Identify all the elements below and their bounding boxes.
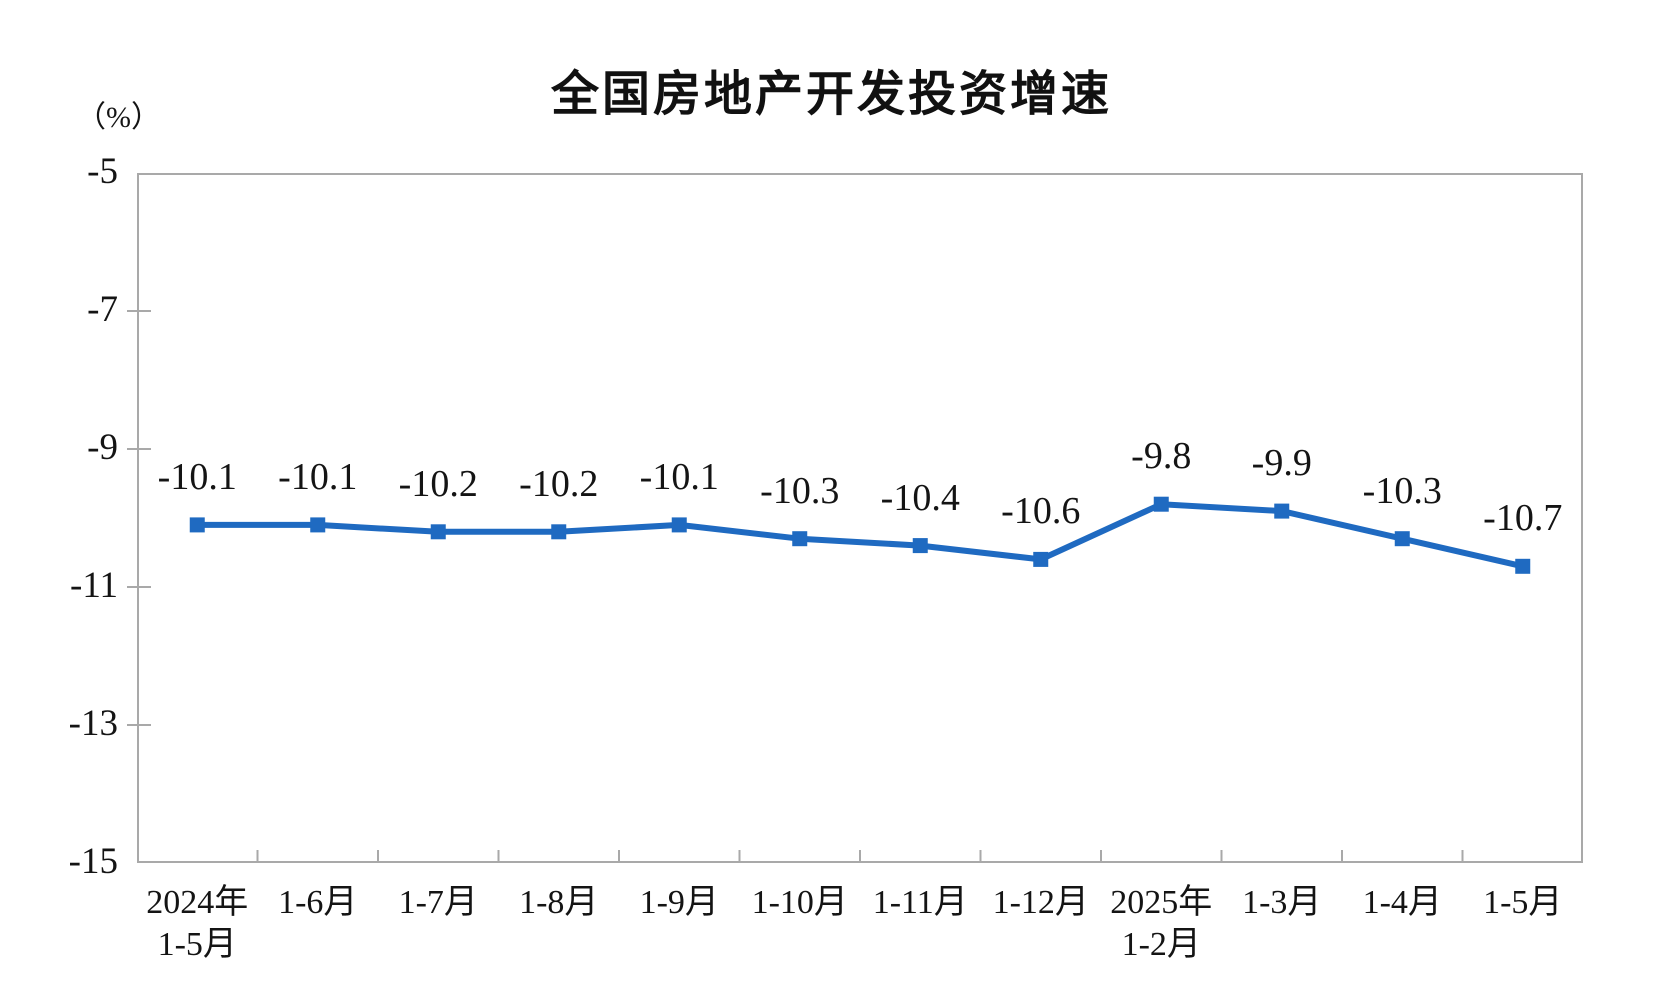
x-axis-tick-label-line: 1-10月 <box>751 884 848 921</box>
x-axis-tick-label-line: 1-2月 <box>1121 926 1201 963</box>
y-axis-tick-label: -11 <box>70 564 118 606</box>
x-axis-tick-label: 1-6月 <box>278 882 357 924</box>
x-axis-tick-label-line: 1-6月 <box>278 884 358 921</box>
x-axis-tick-label: 2024年 1-5月 <box>146 882 248 966</box>
x-axis-tick-label-line: 1-8月 <box>519 884 599 921</box>
chart-title: 全国房地产开发投资增速 <box>550 68 1112 121</box>
y-axis-tick-label: -7 <box>87 288 118 330</box>
x-axis-tick-label-line: 1-5月 <box>157 926 237 963</box>
data-point-label: -9.8 <box>1131 435 1192 478</box>
data-point-label: -10.3 <box>1362 469 1442 512</box>
y-axis-tick-label: -13 <box>68 702 118 744</box>
y-axis-unit-label: （%） <box>76 101 161 134</box>
data-point-label: -10.6 <box>1001 490 1081 533</box>
x-axis-tick-label-line: 2025年 <box>1110 884 1213 921</box>
x-axis-tick-label: 1-8月 <box>519 882 598 924</box>
x-axis-tick-label-line: 1-9月 <box>639 884 719 921</box>
x-axis-tick-label-line: 1-12月 <box>992 884 1089 921</box>
x-axis-tick-label-line: 1-7月 <box>398 884 478 921</box>
x-axis-tick-label: 1-5月 <box>1483 882 1562 924</box>
x-axis-tick-label: 1-3月 <box>1242 882 1321 924</box>
x-axis-tick-label: 1-4月 <box>1363 882 1442 924</box>
y-axis-tick-label: -15 <box>68 840 118 882</box>
data-point-label: -10.2 <box>519 462 599 505</box>
x-axis-tick-label: 1-12月 <box>993 882 1089 924</box>
x-axis-tick-label: 1-9月 <box>640 882 719 924</box>
data-point-label: -10.7 <box>1483 497 1563 540</box>
x-axis-tick-label-line: 2024年 <box>146 884 249 921</box>
x-axis-tick-label-line: 1-3月 <box>1242 884 1322 921</box>
data-point-label: -10.1 <box>157 455 237 498</box>
data-point-label: -10.1 <box>278 455 358 498</box>
x-axis-tick-label: 2025年 1-2月 <box>1110 882 1212 966</box>
data-point-label: -10.2 <box>398 462 478 505</box>
x-axis-tick-label-line: 1-5月 <box>1483 884 1563 921</box>
x-axis-tick-label: 1-10月 <box>752 882 848 924</box>
y-axis-tick-label: -9 <box>87 426 118 468</box>
data-point-label: -10.4 <box>880 476 960 519</box>
x-axis-tick-label: 1-7月 <box>399 882 478 924</box>
x-axis-tick-label: 1-11月 <box>873 882 968 924</box>
data-point-label: -9.9 <box>1251 442 1312 485</box>
y-axis-tick-label: -5 <box>87 150 118 192</box>
data-point-label: -10.1 <box>639 455 719 498</box>
x-axis-tick-label-line: 1-11月 <box>872 884 968 921</box>
plot-area <box>137 173 1583 863</box>
data-point-label: -10.3 <box>760 469 840 512</box>
x-axis-tick-label-line: 1-4月 <box>1362 884 1442 921</box>
